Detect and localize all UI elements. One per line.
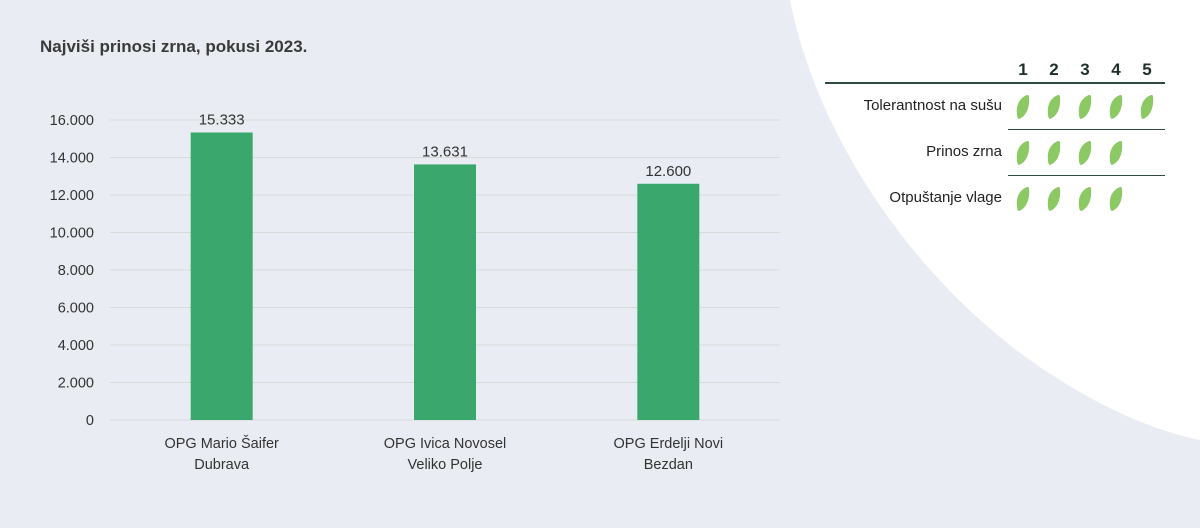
y-tick-label: 8.000: [58, 263, 94, 279]
rating-row-label: Tolerantnost na sušu: [863, 97, 1002, 114]
y-tick-label: 6.000: [58, 301, 94, 317]
leaf-icon: [1016, 187, 1030, 211]
data-label: 13.631: [422, 143, 468, 160]
y-tick-label: 2.000: [58, 376, 94, 392]
column-number: 4: [1111, 60, 1121, 79]
column-number: 5: [1142, 60, 1152, 79]
rating-row: Prinos zrna: [825, 130, 1165, 176]
rating-header: 1 2 3 4 5: [825, 58, 1165, 84]
leaf-icon: [1047, 187, 1061, 211]
data-label: 12.600: [645, 163, 691, 180]
leaf-icon: [1047, 141, 1061, 165]
leaf-icon: [1140, 95, 1154, 119]
leaf-icon: [1078, 141, 1092, 165]
leaf-icon: [1047, 95, 1061, 119]
y-tick-label: 12.000: [50, 188, 94, 204]
bar: [414, 164, 476, 420]
leaf-icon: [1109, 95, 1123, 119]
column-number: 3: [1080, 60, 1090, 79]
chart-title: Najviši prinosi zrna, pokusi 2023.: [40, 37, 308, 56]
rating-row-label: Otpuštanje vlage: [889, 189, 1002, 206]
leaf-icon: [1109, 141, 1123, 165]
x-tick-label: OPG Erdelji Novi: [614, 436, 724, 452]
x-tick-label: Dubrava: [194, 457, 250, 473]
rating-rows: Tolerantnost na sušu Prinos zrna Otpuštanj…: [825, 84, 1165, 222]
leaf-icon: [1078, 187, 1092, 211]
data-label: 15.333: [199, 112, 245, 129]
bar: [190, 132, 253, 420]
y-tick-label: 0: [86, 413, 94, 429]
leaf-icon: [1016, 141, 1030, 165]
leaf-icon: [1016, 95, 1030, 119]
leaf-icon: [1109, 187, 1123, 211]
row-divider: [1008, 175, 1165, 176]
x-tick-label: Veliko Polje: [408, 457, 483, 473]
column-number: 1: [1018, 60, 1028, 79]
rating-table: 1 2 3 4 5 Tolerantnost na sušu Prinos zrna Otp…: [825, 58, 1165, 222]
x-tick-label: OPG Ivica Novosel: [384, 436, 507, 452]
x-tick-label: Bezdan: [644, 457, 693, 473]
rating-row-label: Prinos zrna: [926, 143, 1002, 160]
y-tick-label: 16.000: [50, 113, 94, 129]
bar: [637, 183, 700, 420]
rating-row: Tolerantnost na sušu: [825, 84, 1165, 130]
row-divider: [1008, 129, 1165, 130]
bar-chart: 0 2.000 4.000 6.000 8.000 10.000 12.000 14.000 1…: [50, 112, 780, 473]
rating-row: Otpuštanje vlage: [825, 176, 1165, 222]
y-tick-label: 14.000: [50, 151, 94, 167]
leaf-icon: [1078, 95, 1092, 119]
x-tick-label: OPG Mario Šaifer: [164, 435, 279, 452]
column-number: 2: [1049, 60, 1059, 79]
y-tick-label: 10.000: [50, 226, 94, 242]
y-tick-label: 4.000: [58, 338, 94, 354]
